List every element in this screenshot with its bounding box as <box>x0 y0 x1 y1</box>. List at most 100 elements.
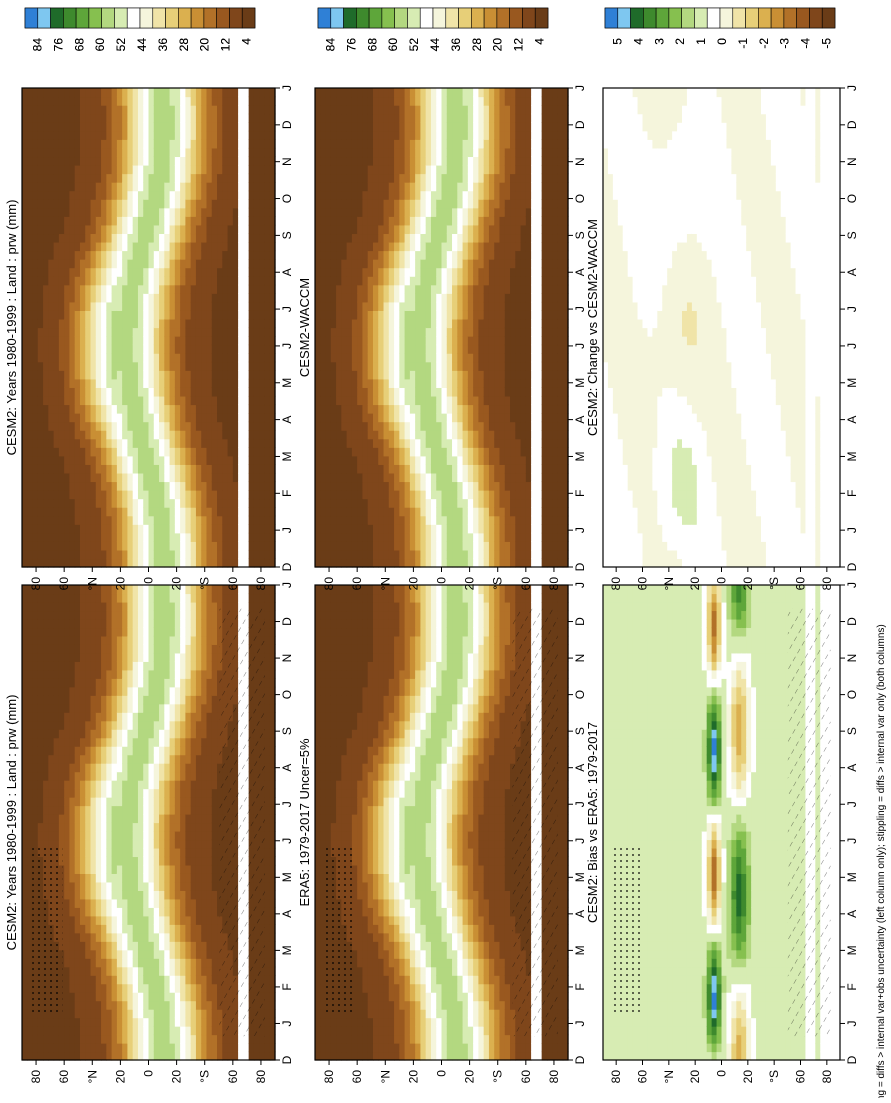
heatmap-cell <box>122 499 128 508</box>
heatmap-cell <box>80 293 86 302</box>
heatmap-cell <box>196 907 202 916</box>
heatmap-cell <box>222 447 228 456</box>
heatmap-cell <box>228 345 234 354</box>
heatmap-cell <box>54 225 60 234</box>
heatmap-cell <box>149 585 155 594</box>
heatmap-cell <box>59 379 65 388</box>
heatmap-cell <box>201 276 207 285</box>
heatmap-cell <box>75 924 81 933</box>
heatmap-cell <box>154 738 160 747</box>
heatmap-cell <box>106 653 112 662</box>
heatmap-cell <box>170 302 176 311</box>
heatmap-cell <box>69 958 75 967</box>
heatmap-cell <box>85 712 91 721</box>
heatmap-cell <box>133 139 139 148</box>
heatmap-cell <box>106 293 112 302</box>
heatmap-cell <box>96 88 102 97</box>
heatmap-cell <box>201 746 207 755</box>
heatmap-cell <box>138 721 144 730</box>
heatmap-cell <box>170 464 176 473</box>
heatmap-cell <box>154 763 160 772</box>
heatmap-cell <box>48 285 54 294</box>
heatmap-cell <box>143 806 149 815</box>
heatmap-cell <box>222 182 228 191</box>
heatmap-cell <box>54 797 60 806</box>
heatmap-cell <box>22 1026 28 1035</box>
heatmap-cell <box>91 507 97 516</box>
heatmap-cell <box>27 797 33 806</box>
heatmap-cell <box>59 721 65 730</box>
heatmap-cell <box>201 208 207 217</box>
heatmap-cell <box>112 114 118 123</box>
heatmap-cell <box>91 225 97 234</box>
heatmap-cell <box>154 490 160 499</box>
heatmap-cell <box>201 362 207 371</box>
heatmap-cell <box>106 122 112 131</box>
heatmap-cell <box>22 661 28 670</box>
heatmap-cell <box>33 678 39 687</box>
heatmap-cell <box>96 182 102 191</box>
heatmap-cell <box>43 831 49 840</box>
heatmap-cell <box>138 695 144 704</box>
heatmap-cell <box>64 97 70 106</box>
heatmap-cell <box>206 1018 212 1027</box>
heatmap-cell <box>170 259 176 268</box>
heatmap-cell <box>175 873 181 882</box>
heatmap-cell <box>180 396 186 405</box>
heatmap-cell <box>80 114 86 123</box>
heatmap-cell <box>138 302 144 311</box>
heatmap-cell <box>112 975 118 984</box>
heatmap-cell <box>64 174 70 183</box>
heatmap-cell <box>222 242 228 251</box>
heatmap-cell <box>138 379 144 388</box>
heatmap-cell <box>59 396 65 405</box>
heatmap-cell <box>43 507 49 516</box>
heatmap-cell <box>101 336 107 345</box>
heatmap-cell <box>112 1001 118 1010</box>
heatmap-cell <box>27 319 33 328</box>
heatmap-cell <box>54 524 60 533</box>
heatmap-cell <box>27 738 33 747</box>
heatmap-cell <box>48 97 54 106</box>
heatmap-cell <box>22 430 28 439</box>
heatmap-cell <box>64 933 70 942</box>
heatmap-cell <box>38 456 44 465</box>
heatmap-cell <box>69 285 75 294</box>
heatmap-cell <box>238 593 244 602</box>
heatmap-cell <box>149 1043 155 1052</box>
heatmap-cell <box>143 319 149 328</box>
heatmap-cell <box>222 524 228 533</box>
heatmap-cell <box>222 174 228 183</box>
heatmap-cell <box>228 182 234 191</box>
heatmap-cell <box>206 1001 212 1010</box>
heatmap-cell <box>112 216 118 225</box>
heatmap-cell <box>143 967 149 976</box>
heatmap-cell <box>80 687 86 696</box>
heatmap-cell <box>48 473 54 482</box>
heatmap-cell <box>175 533 181 542</box>
heatmap-cell <box>164 619 170 628</box>
heatmap-cell <box>69 653 75 662</box>
heatmap-cell <box>201 653 207 662</box>
heatmap-cell <box>112 122 118 131</box>
heatmap-cell <box>149 268 155 277</box>
heatmap-cell <box>33 447 39 456</box>
heatmap-cell <box>191 695 197 704</box>
heatmap-cell <box>64 516 70 525</box>
heatmap-cell <box>159 114 165 123</box>
heatmap-cell <box>143 882 149 891</box>
heatmap-cell <box>22 865 28 874</box>
heatmap-cell <box>127 225 133 234</box>
heatmap-cell <box>112 941 118 950</box>
heatmap-cell <box>180 602 186 611</box>
heatmap-cell <box>143 933 149 942</box>
heatmap-cell <box>106 907 112 916</box>
heatmap-cell <box>59 139 65 148</box>
heatmap-cell <box>191 191 197 200</box>
heatmap-cell <box>69 174 75 183</box>
heatmap-cell <box>201 310 207 319</box>
heatmap-cell <box>69 481 75 490</box>
heatmap-cell <box>196 499 202 508</box>
heatmap-cell <box>222 516 228 525</box>
heatmap-cell <box>212 353 218 362</box>
